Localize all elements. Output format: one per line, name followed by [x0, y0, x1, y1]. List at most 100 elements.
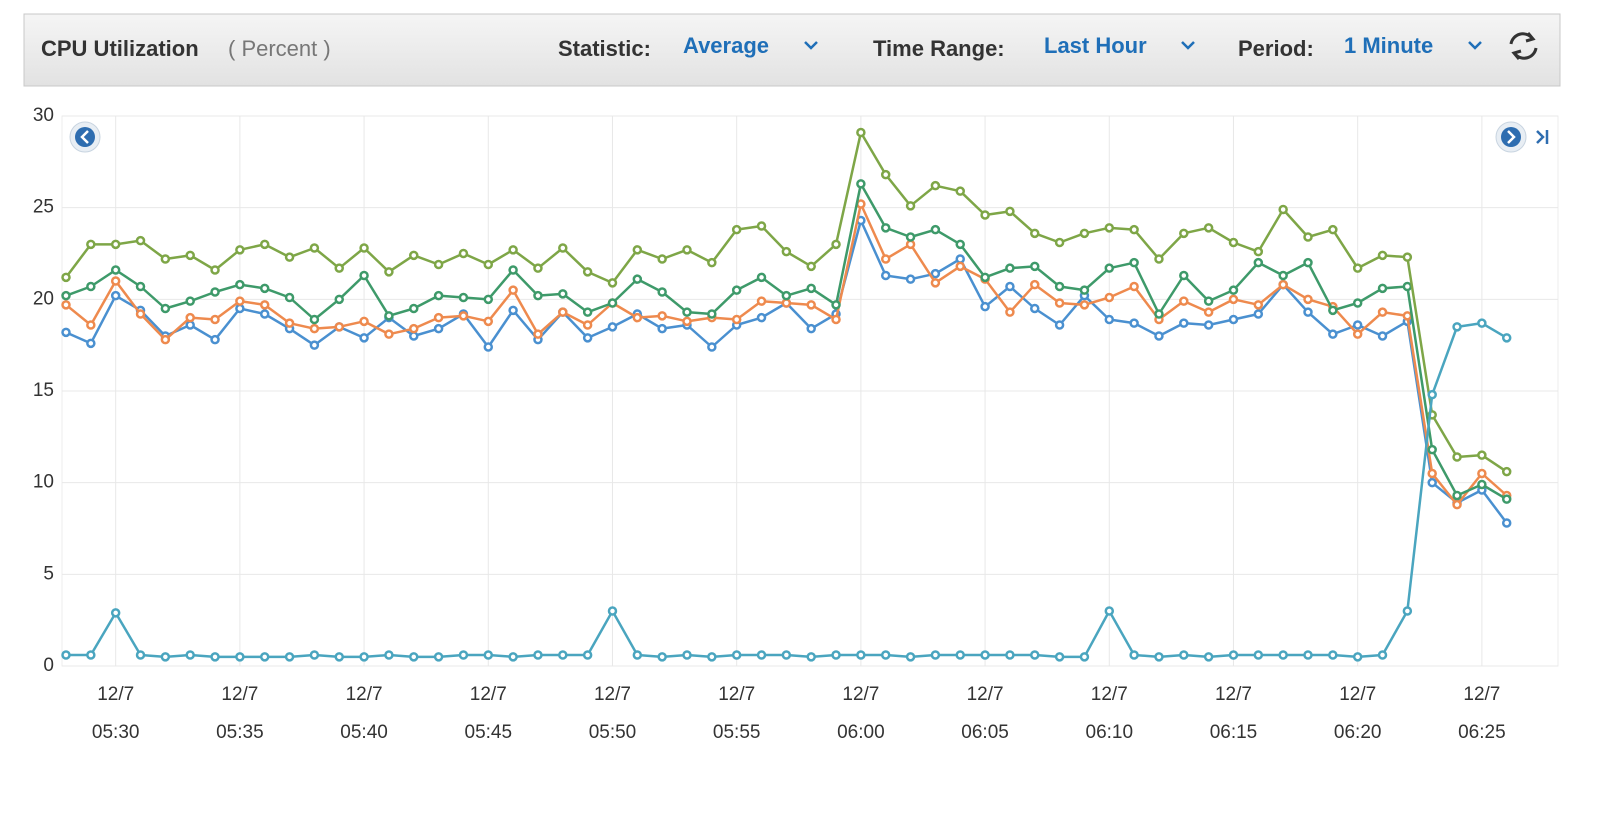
- data-point: [1203, 652, 1214, 662]
- data-point: [1377, 331, 1388, 341]
- data-point: [86, 320, 96, 330]
- data-point: [384, 311, 394, 321]
- dropdown-arrow[interactable]: [1181, 41, 1195, 50]
- data-point: [781, 298, 792, 308]
- y-tick-label: 20: [33, 288, 54, 309]
- data-point: [359, 316, 369, 327]
- data-point: [384, 267, 394, 277]
- data-point: [483, 294, 494, 305]
- data-point: [359, 652, 369, 662]
- data-point: [259, 283, 270, 294]
- data-point: [1278, 204, 1288, 215]
- data-point: [185, 312, 195, 323]
- data-point: [160, 334, 171, 345]
- y-tick-label: 5: [43, 563, 54, 584]
- data-point: [210, 652, 220, 662]
- data-point: [1427, 477, 1437, 488]
- data-point: [632, 312, 643, 323]
- data-point: [880, 254, 891, 264]
- data-point: [980, 650, 990, 660]
- x-tick-label: 05:35: [216, 722, 264, 743]
- data-point: [955, 254, 965, 264]
- data-point: [856, 179, 866, 189]
- data-point: [1054, 281, 1065, 292]
- data-point: [508, 265, 518, 275]
- data-point: [210, 314, 220, 325]
- data-point: [1104, 292, 1115, 303]
- data-point: [905, 239, 916, 250]
- data-point: [1005, 281, 1015, 292]
- dropdown-arrow[interactable]: [804, 41, 818, 50]
- data-point: [483, 342, 494, 352]
- data-point: [1129, 650, 1139, 660]
- data-point: [1477, 450, 1487, 460]
- data-point: [1228, 237, 1239, 248]
- data-point: [1253, 309, 1264, 319]
- data-point: [1005, 307, 1015, 317]
- dropdown-arrow[interactable]: [1468, 41, 1482, 50]
- data-point: [1402, 252, 1413, 262]
- x-tick-label: 06:15: [1210, 722, 1258, 743]
- data-point: [359, 270, 369, 281]
- data-point: [433, 259, 444, 270]
- data-point: [1328, 329, 1338, 339]
- data-point: [980, 272, 990, 283]
- data-point: [831, 300, 841, 310]
- data-point: [259, 239, 270, 250]
- data-point: [1452, 322, 1462, 332]
- data-point: [135, 281, 146, 292]
- data-point: [1303, 294, 1313, 305]
- data-point: [930, 180, 941, 191]
- data-point: [632, 245, 643, 255]
- data-point: [1054, 652, 1065, 662]
- data-point: [930, 224, 941, 235]
- data-point: [1402, 606, 1413, 616]
- data-point: [284, 252, 295, 262]
- data-point: [508, 652, 518, 662]
- data-point: [756, 272, 767, 283]
- data-point: [1328, 305, 1338, 316]
- data-point: [508, 245, 518, 255]
- data-point: [235, 303, 245, 314]
- data-point: [409, 323, 419, 334]
- data-point: [284, 292, 295, 303]
- data-point: [160, 303, 171, 314]
- data-point: [1352, 329, 1363, 339]
- statistic-dropdown[interactable]: Average: [683, 33, 769, 58]
- data-point: [259, 652, 270, 662]
- data-point: [781, 650, 792, 660]
- data-point: [1352, 320, 1363, 330]
- period-label: Period:: [1238, 36, 1314, 61]
- scroll-right-button[interactable]: [1495, 121, 1527, 153]
- data-point: [210, 287, 220, 297]
- data-point: [632, 650, 643, 660]
- data-point: [1228, 285, 1239, 295]
- time-range-dropdown[interactable]: Last Hour: [1044, 33, 1147, 58]
- refresh-button[interactable]: [1509, 32, 1538, 60]
- period-dropdown[interactable]: 1 Minute: [1344, 33, 1433, 58]
- data-point: [61, 272, 71, 283]
- data-point: [806, 283, 816, 294]
- data-point: [607, 322, 618, 332]
- scroll-left-button[interactable]: [69, 121, 101, 153]
- data-point: [409, 250, 419, 261]
- scroll-end-button[interactable]: [1536, 130, 1549, 144]
- data-point: [980, 301, 990, 312]
- data-point: [1104, 223, 1115, 233]
- data-point: [657, 311, 667, 321]
- data-point: [1030, 279, 1040, 290]
- data-point: [409, 652, 419, 662]
- data-point: [1427, 389, 1437, 400]
- data-point: [930, 650, 941, 660]
- data-point: [1328, 224, 1338, 235]
- data-point: [707, 342, 717, 352]
- data-point: [930, 278, 941, 288]
- data-point: [284, 318, 295, 328]
- data-point: [955, 239, 965, 250]
- data-point: [682, 316, 692, 327]
- data-point: [1352, 652, 1363, 662]
- data-point: [756, 221, 767, 231]
- data-point: [409, 303, 419, 314]
- data-point: [135, 235, 146, 246]
